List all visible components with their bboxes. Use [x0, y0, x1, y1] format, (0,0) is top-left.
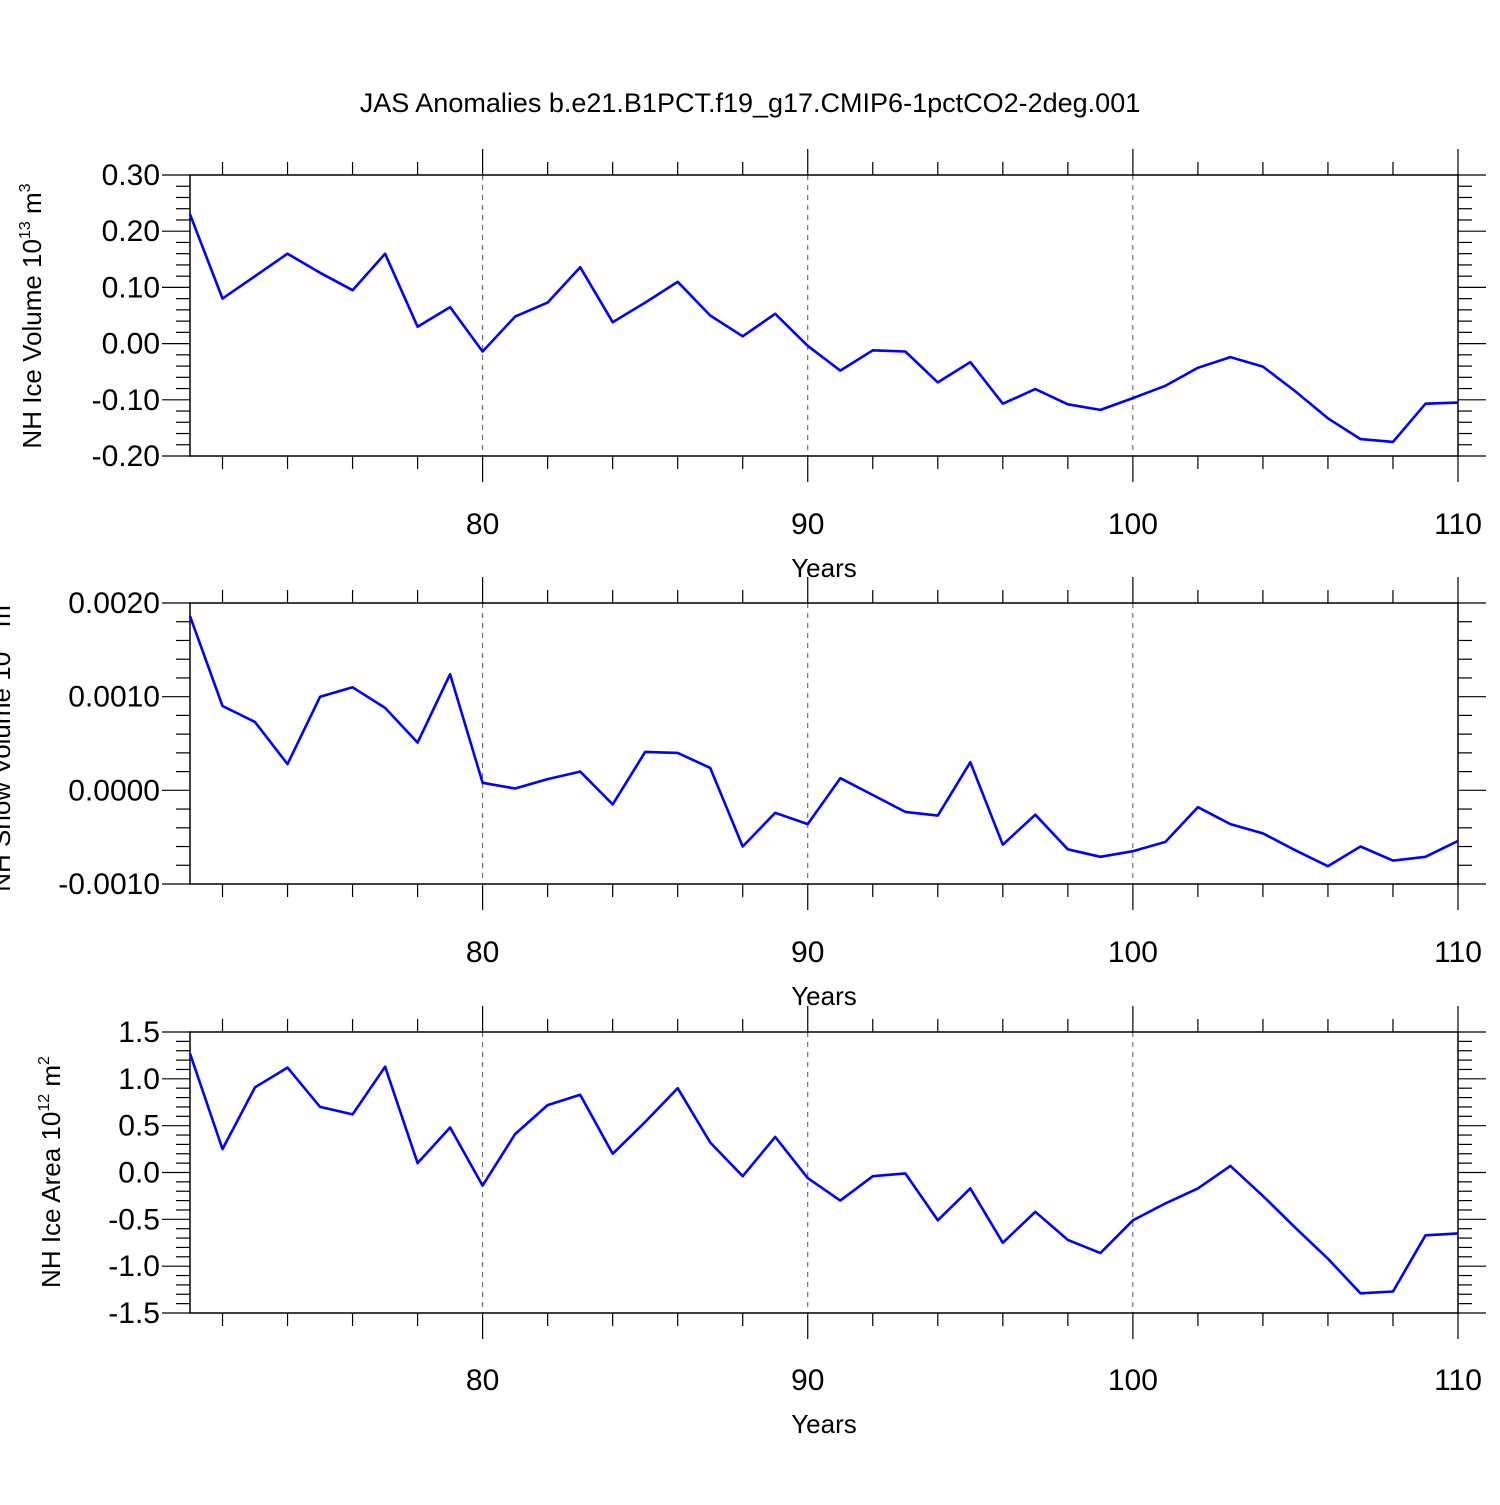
- y-tick-label: 1.5: [118, 1016, 160, 1049]
- y-axis-label-exponent: 3: [0, 596, 3, 605]
- y-axis-label-exponent: 13: [17, 221, 34, 239]
- x-tick-label: 80: [466, 508, 499, 541]
- y-axis-label: NH Snow Volume 1013 m3: [0, 596, 16, 892]
- y-axis-label-exponent: 12: [36, 1094, 53, 1112]
- y-tick-label: 0.0000: [68, 774, 160, 807]
- x-tick-label: 100: [1108, 508, 1158, 541]
- y-tick-label: 0.0020: [68, 587, 160, 620]
- y-axis-label-exponent: 3: [17, 183, 34, 192]
- x-axis-label: Years: [791, 553, 857, 583]
- y-tick-label: -0.10: [92, 384, 160, 417]
- y-axis-label-part: m: [36, 1065, 66, 1094]
- x-tick-label: 110: [1434, 508, 1482, 541]
- chart-panel-3: 80 90 100 110 1.5 1.0 0.5 0.0 -0.5 -1.0 -1.5 Years N…: [36, 1006, 1486, 1439]
- y-axis-label-part: NH Snow Volume 10: [0, 652, 16, 892]
- x-tick-label: 90: [791, 936, 824, 969]
- y-tick-label: -0.20: [92, 440, 160, 473]
- y-tick-label: -0.0010: [58, 868, 160, 901]
- plot-frame: [189, 602, 1459, 885]
- x-tick-label: 80: [466, 936, 499, 969]
- y-axis-label-part: NH Ice Area 10: [36, 1112, 66, 1288]
- y-tick-label: 0.20: [102, 215, 160, 248]
- plot-frame: [189, 174, 1459, 457]
- x-axis-label: Years: [791, 1409, 857, 1439]
- y-tick-label: -1.5: [108, 1297, 160, 1330]
- y-tick-label: 0.10: [102, 271, 160, 304]
- y-tick-label: -1.0: [108, 1250, 160, 1283]
- y-axis-label: NH Ice Volume 1013 m3: [17, 183, 47, 448]
- chart-panel-2: 80 90 100 110 0.0020 0.0010 0.0000 -0.0010 Years…: [0, 577, 1486, 1011]
- y-axis-label: NH Ice Area 1012 m2: [36, 1056, 66, 1288]
- x-tick-label: 110: [1434, 1364, 1482, 1397]
- series-line: [188, 615, 1459, 868]
- x-tick-label: 80: [466, 1364, 499, 1397]
- y-tick-label: -0.5: [108, 1203, 160, 1236]
- x-axis-label: Years: [791, 981, 857, 1011]
- x-tick-label: 90: [791, 1364, 824, 1397]
- y-tick-label: 0.0010: [68, 681, 160, 714]
- y-tick-label: 1.0: [118, 1063, 160, 1096]
- x-tick-label: 100: [1108, 936, 1158, 969]
- y-axis-label-part: m: [0, 605, 16, 634]
- chart-panel-1: 80 90 100 110 0.30 0.20 0.10 0.00 -0.10 -0.20 Year…: [17, 149, 1486, 583]
- y-tick-label: 0.30: [102, 159, 160, 192]
- plot-frame: [189, 1031, 1459, 1314]
- y-tick-label: 0.00: [102, 328, 160, 361]
- y-tick-label: 0.0: [118, 1157, 160, 1190]
- y-axis-label-part: m: [17, 192, 47, 221]
- series-line: [188, 1053, 1459, 1295]
- y-axis-label-part: NH Ice Volume 10: [17, 239, 47, 449]
- x-tick-label: 100: [1108, 1364, 1158, 1397]
- x-tick-label: 110: [1434, 936, 1482, 969]
- y-axis-label-exponent: 2: [36, 1056, 53, 1065]
- series-line: [188, 213, 1459, 444]
- y-axis-label-exponent: 13: [0, 634, 3, 652]
- y-tick-label: 0.5: [118, 1110, 160, 1143]
- x-tick-label: 90: [791, 508, 824, 541]
- figure-title: JAS Anomalies b.e21.B1PCT.f19_g17.CMIP6-…: [360, 88, 1140, 118]
